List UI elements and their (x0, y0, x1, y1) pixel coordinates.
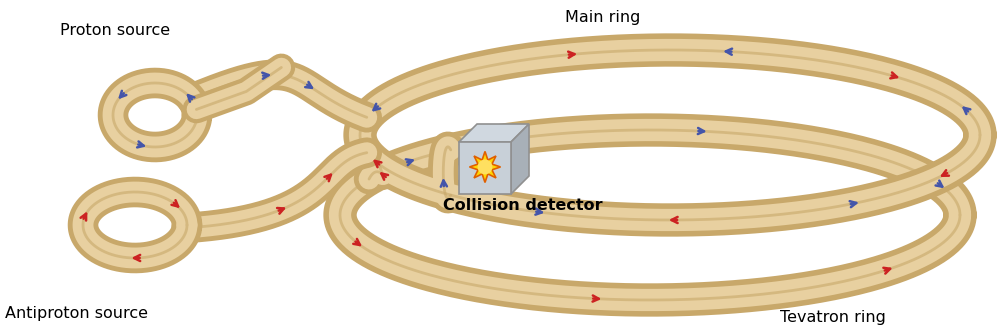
Polygon shape (459, 142, 511, 194)
Text: Collision detector: Collision detector (443, 198, 603, 213)
Text: Proton source: Proton source (60, 23, 170, 38)
Circle shape (478, 160, 492, 174)
Text: Antiproton source: Antiproton source (5, 306, 148, 321)
Text: Main ring: Main ring (565, 10, 640, 25)
Polygon shape (511, 124, 529, 194)
Polygon shape (470, 151, 501, 182)
Text: Tevatron ring: Tevatron ring (780, 310, 886, 325)
Polygon shape (459, 124, 529, 142)
